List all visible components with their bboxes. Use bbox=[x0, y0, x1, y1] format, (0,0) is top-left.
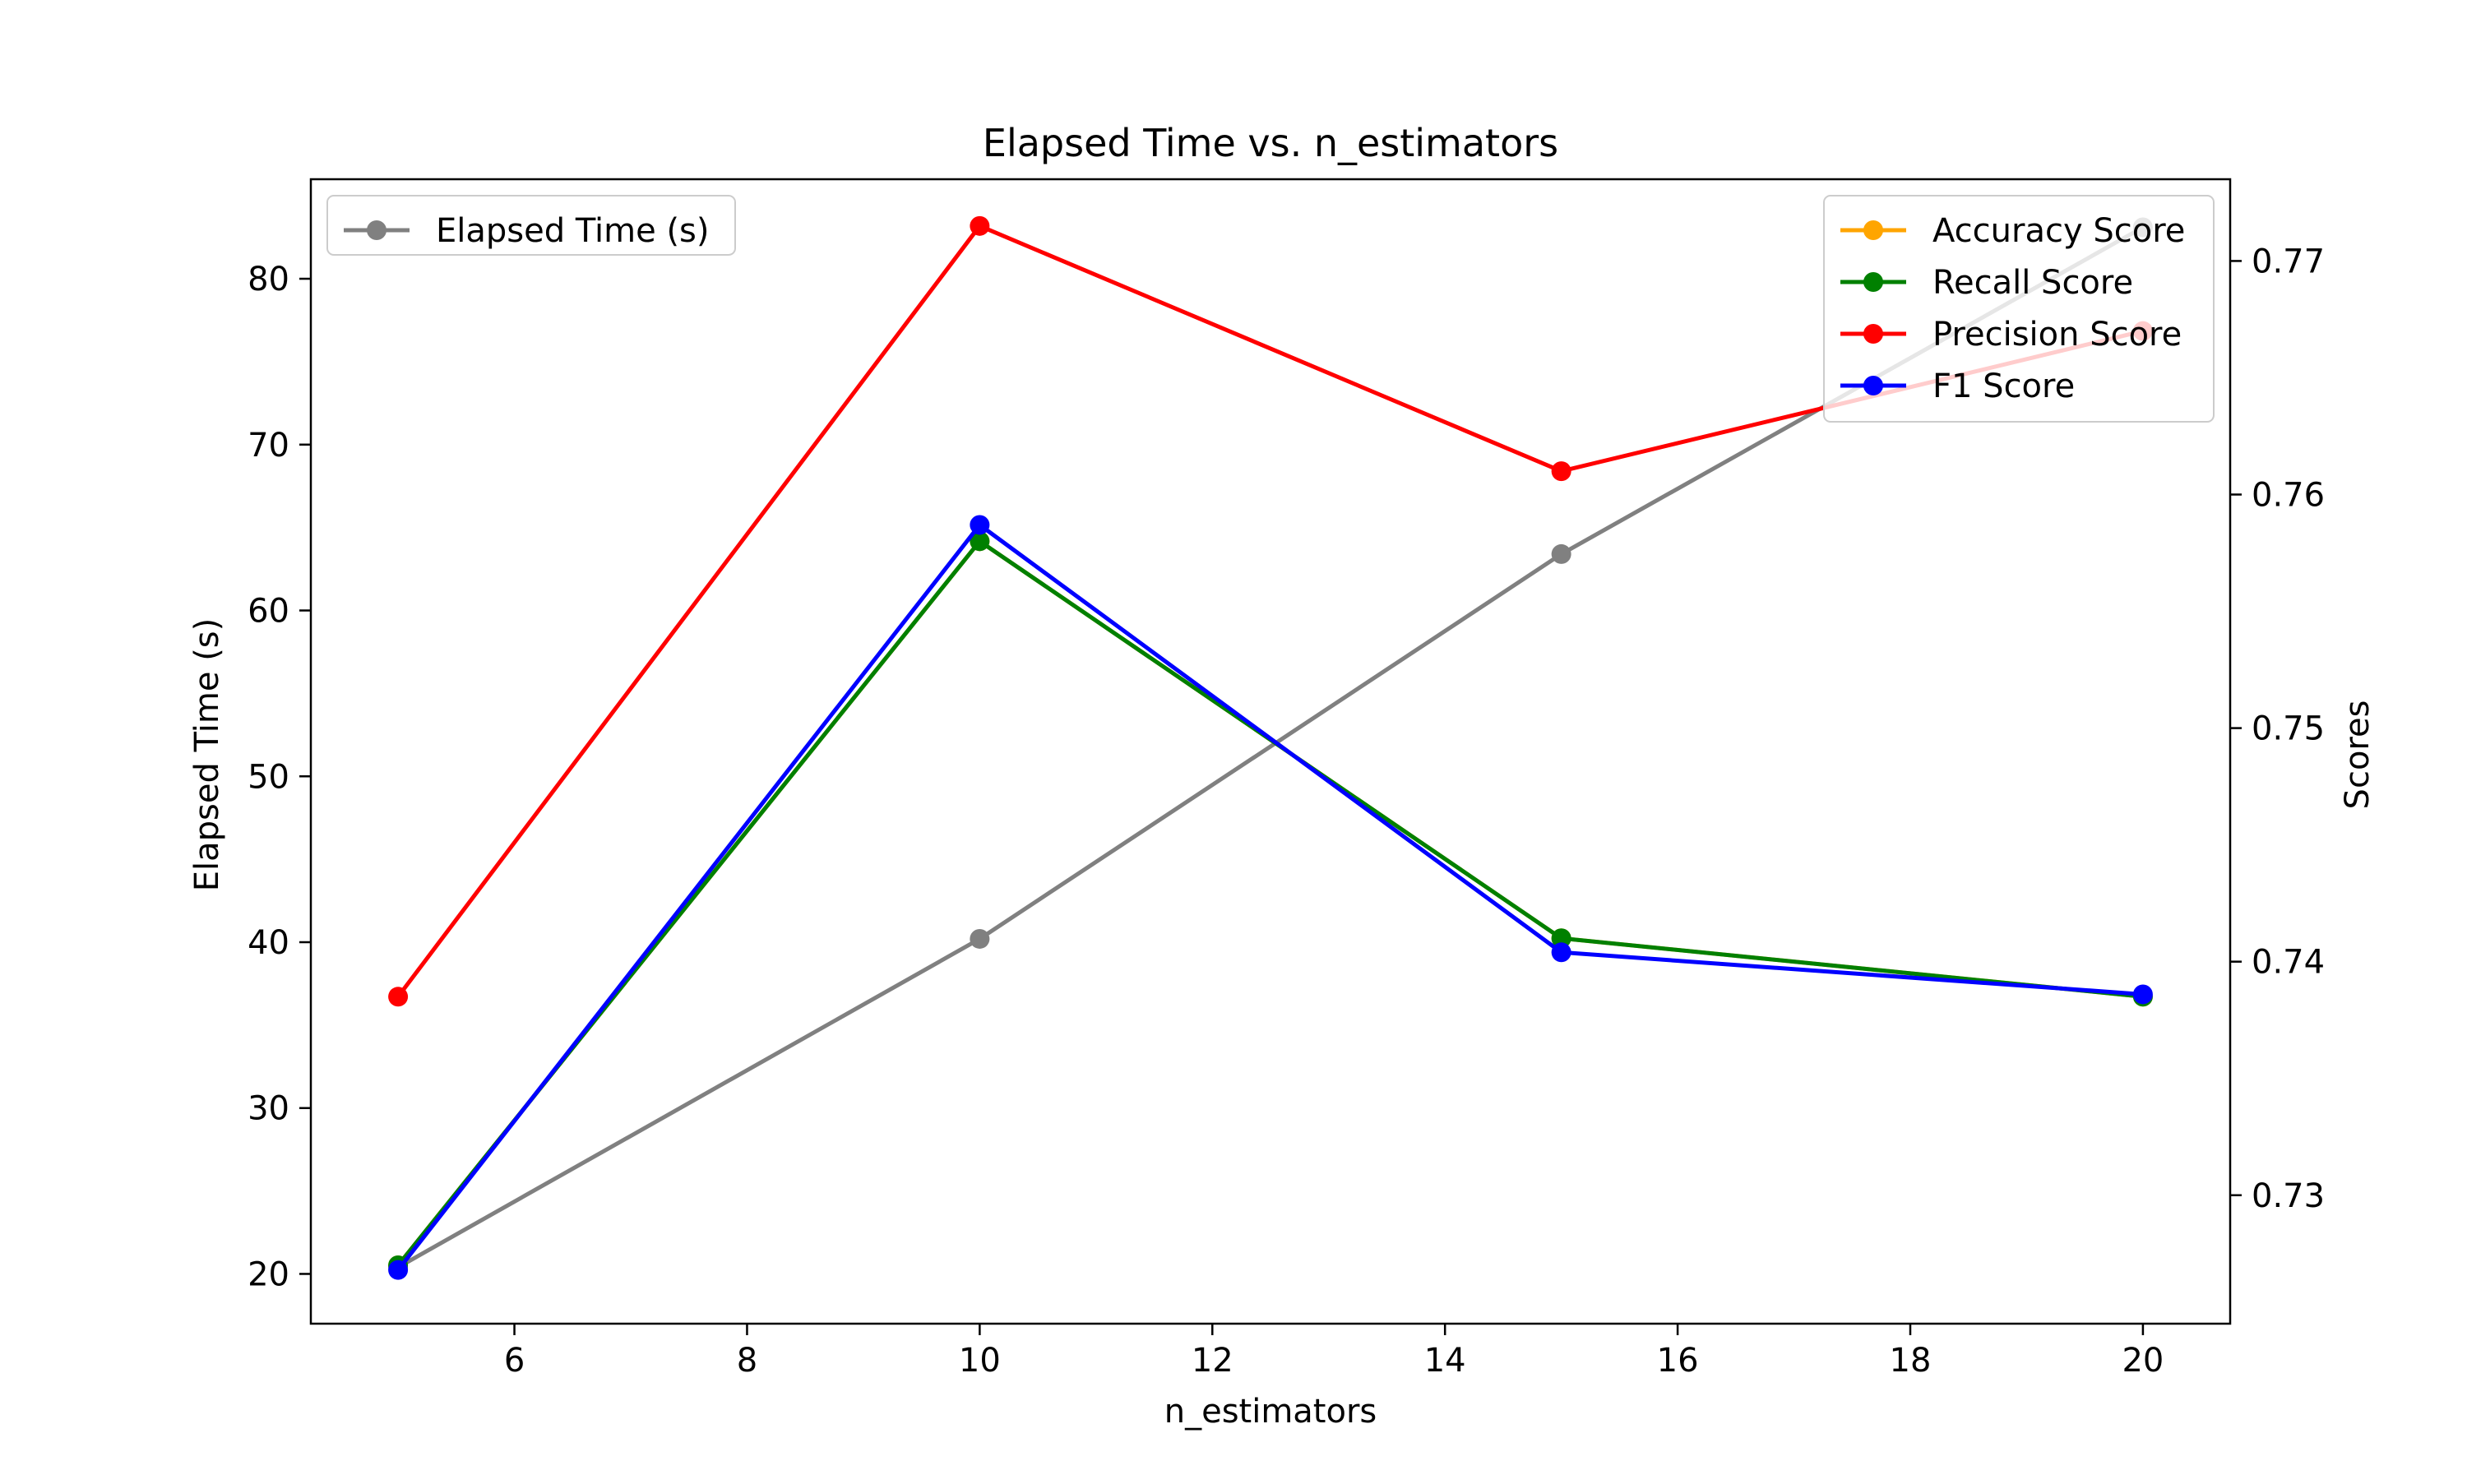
data-point-precision-score bbox=[388, 987, 409, 1007]
data-point-elapsed-time-s bbox=[970, 928, 990, 949]
legend-swatch-marker bbox=[1863, 376, 1883, 395]
y-right-tick-label: 0.75 bbox=[2252, 710, 2325, 748]
y-right-tick-label: 0.74 bbox=[2252, 944, 2325, 982]
legend-left-box bbox=[326, 195, 736, 256]
legend-swatch-marker bbox=[367, 220, 386, 240]
y-left-tick-label: 30 bbox=[248, 1090, 289, 1128]
y-right-tick-label: 0.73 bbox=[2252, 1177, 2325, 1215]
legend-entry-label: Recall Score bbox=[1932, 264, 2133, 302]
y-left-tick-label: 70 bbox=[248, 427, 289, 465]
x-tick-label: 12 bbox=[1192, 1342, 1234, 1380]
x-axis-label: n_estimators bbox=[1164, 1393, 1377, 1431]
legend-swatch-marker bbox=[1863, 220, 1883, 240]
y-left-tick-label: 50 bbox=[248, 758, 289, 796]
data-point-elapsed-time-s bbox=[1551, 543, 1571, 564]
legend-swatch-marker bbox=[1863, 272, 1883, 292]
y-axis-right-label: Scores bbox=[2339, 700, 2377, 810]
data-point-f1-score bbox=[1551, 942, 1571, 963]
y-left-tick-label: 60 bbox=[248, 593, 289, 631]
legend-entry-label: Precision Score bbox=[1932, 316, 2182, 354]
y-left-tick-label: 20 bbox=[248, 1255, 289, 1293]
chart-title: Elapsed Time vs. n_estimators bbox=[983, 121, 1558, 165]
data-point-f1-score bbox=[388, 1260, 409, 1280]
legend-entry-label: Elapsed Time (s) bbox=[436, 212, 710, 250]
data-point-recall-score bbox=[1551, 928, 1571, 949]
legend-entry-label: Accuracy Score bbox=[1932, 212, 2185, 250]
data-point-f1-score bbox=[970, 515, 990, 535]
data-point-precision-score bbox=[970, 215, 990, 236]
legend-right-box bbox=[1823, 195, 2215, 423]
series-line-f1-score bbox=[396, 522, 2144, 1272]
x-tick-label: 10 bbox=[959, 1342, 1001, 1380]
x-tick-label: 20 bbox=[2122, 1342, 2164, 1380]
data-point-f1-score bbox=[2132, 984, 2153, 1005]
x-tick-label: 16 bbox=[1657, 1342, 1699, 1380]
y-left-tick-label: 80 bbox=[248, 261, 289, 298]
plot-area: 6 8 10 12 14 16 18 20 20 30 40 50 60 70 80 0.73 0.74 0.75… bbox=[248, 178, 2325, 1380]
y-right-tick-label: 0.76 bbox=[2252, 477, 2325, 515]
data-point-precision-score bbox=[1551, 461, 1571, 482]
legend-entry-label: F1 Score bbox=[1932, 368, 2075, 405]
legend-swatch-marker bbox=[1863, 324, 1883, 344]
x-tick-label: 8 bbox=[737, 1342, 757, 1380]
x-tick-label: 18 bbox=[1890, 1342, 1932, 1380]
y-right-tick-label: 0.77 bbox=[2252, 243, 2325, 280]
y-axis-left-label: Elapsed Time (s) bbox=[188, 618, 226, 892]
data-point-recall-score bbox=[970, 531, 990, 552]
plot-frame bbox=[309, 178, 2232, 1325]
y-left-tick-label: 40 bbox=[248, 924, 289, 962]
x-tick-label: 14 bbox=[1424, 1342, 1466, 1380]
x-tick-label: 6 bbox=[504, 1342, 525, 1380]
